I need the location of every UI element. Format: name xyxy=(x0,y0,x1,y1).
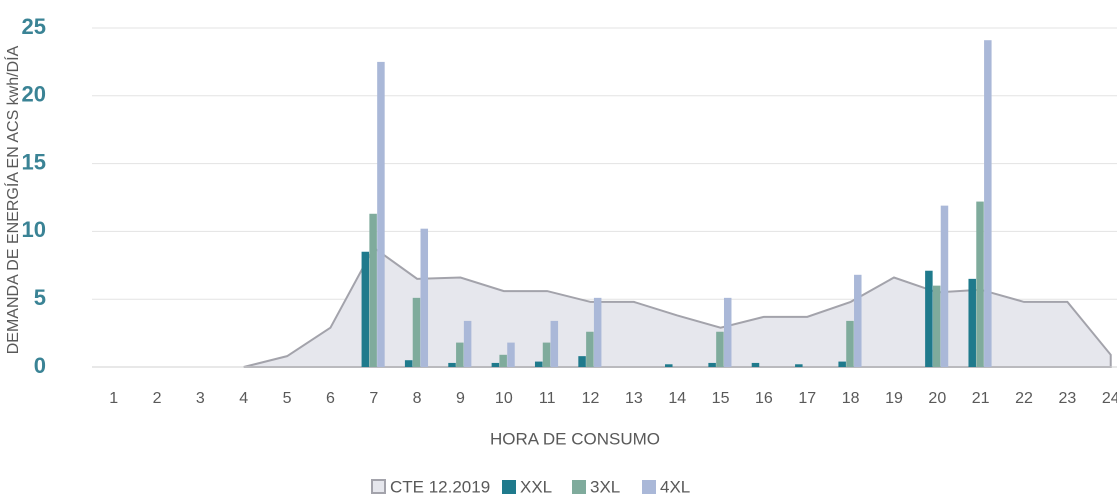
x-tick-label: 16 xyxy=(755,390,773,407)
bar xyxy=(984,40,992,367)
x-tick-label: 2 xyxy=(153,390,162,407)
bar xyxy=(665,364,673,367)
bar xyxy=(940,205,949,367)
bar xyxy=(586,331,594,367)
bar xyxy=(925,270,933,367)
bar xyxy=(463,320,472,367)
x-tick-label: 11 xyxy=(539,390,556,407)
bar xyxy=(507,342,515,367)
bar xyxy=(846,320,854,367)
y-axis-title: DEMANDA DE ENERGÍA EN ACS kwh/DÍA xyxy=(3,45,22,354)
bar xyxy=(456,342,464,367)
x-tick-label: 9 xyxy=(456,390,465,407)
legend-label: 3XL xyxy=(590,477,620,496)
bar xyxy=(968,278,976,367)
x-axis-title: HORA DE CONSUMO xyxy=(490,429,660,448)
bar xyxy=(448,362,456,367)
legend-swatch xyxy=(642,480,656,494)
x-tick-label: 19 xyxy=(885,390,903,407)
x-tick-label: 18 xyxy=(842,390,860,407)
bar xyxy=(932,285,941,367)
bar xyxy=(838,361,846,367)
bar xyxy=(377,61,385,368)
legend-swatch xyxy=(572,480,586,494)
bar xyxy=(491,362,500,367)
x-tick-label: 22 xyxy=(1015,390,1033,407)
x-tick-label: 17 xyxy=(798,390,816,407)
bar xyxy=(708,362,716,367)
y-tick-label: 5 xyxy=(34,285,46,310)
legend-swatch xyxy=(502,480,516,494)
y-tick-label: 20 xyxy=(22,82,46,107)
bar xyxy=(534,361,543,367)
y-tick-label: 25 xyxy=(22,14,46,39)
legend-swatch xyxy=(371,479,386,494)
x-tick-label: 8 xyxy=(413,390,422,407)
bar xyxy=(976,201,984,367)
x-tick-label: 10 xyxy=(495,390,513,407)
x-tick-label: 1 xyxy=(109,390,118,407)
x-tick-label: 3 xyxy=(196,390,205,407)
bar xyxy=(723,297,732,367)
y-tick-label: 10 xyxy=(22,217,46,242)
legend-label: XXL xyxy=(520,477,552,496)
bar xyxy=(542,342,551,367)
x-tick-label: 13 xyxy=(625,390,643,407)
x-tick-label: 15 xyxy=(712,390,730,407)
bar xyxy=(716,331,724,367)
bar xyxy=(795,364,803,367)
x-tick-label: 20 xyxy=(928,390,946,407)
bar xyxy=(361,251,370,367)
x-tick-label: 14 xyxy=(668,390,686,407)
x-tick-label: 23 xyxy=(1058,390,1076,407)
bar xyxy=(404,360,413,367)
bar xyxy=(369,213,377,367)
x-tick-label: 12 xyxy=(582,390,600,407)
bar xyxy=(412,297,421,367)
legend-label: CTE 12.2019 xyxy=(390,477,490,496)
x-tick-label: 5 xyxy=(283,390,292,407)
x-tick-label: 6 xyxy=(326,390,335,407)
x-tick-label: 7 xyxy=(369,390,378,407)
legend-label: 4XL xyxy=(660,477,690,496)
bar xyxy=(499,354,507,367)
bar xyxy=(593,297,602,367)
bar xyxy=(420,228,429,367)
area xyxy=(243,246,1112,368)
bar xyxy=(550,320,559,367)
y-tick-label: 15 xyxy=(22,149,46,174)
x-tick-label: 4 xyxy=(239,390,248,407)
bar xyxy=(854,274,862,367)
y-tick-label: 0 xyxy=(34,353,46,378)
bar xyxy=(751,362,760,367)
bar xyxy=(578,356,586,367)
x-tick-label: 21 xyxy=(972,390,990,407)
x-tick-label: 24 xyxy=(1102,390,1117,407)
